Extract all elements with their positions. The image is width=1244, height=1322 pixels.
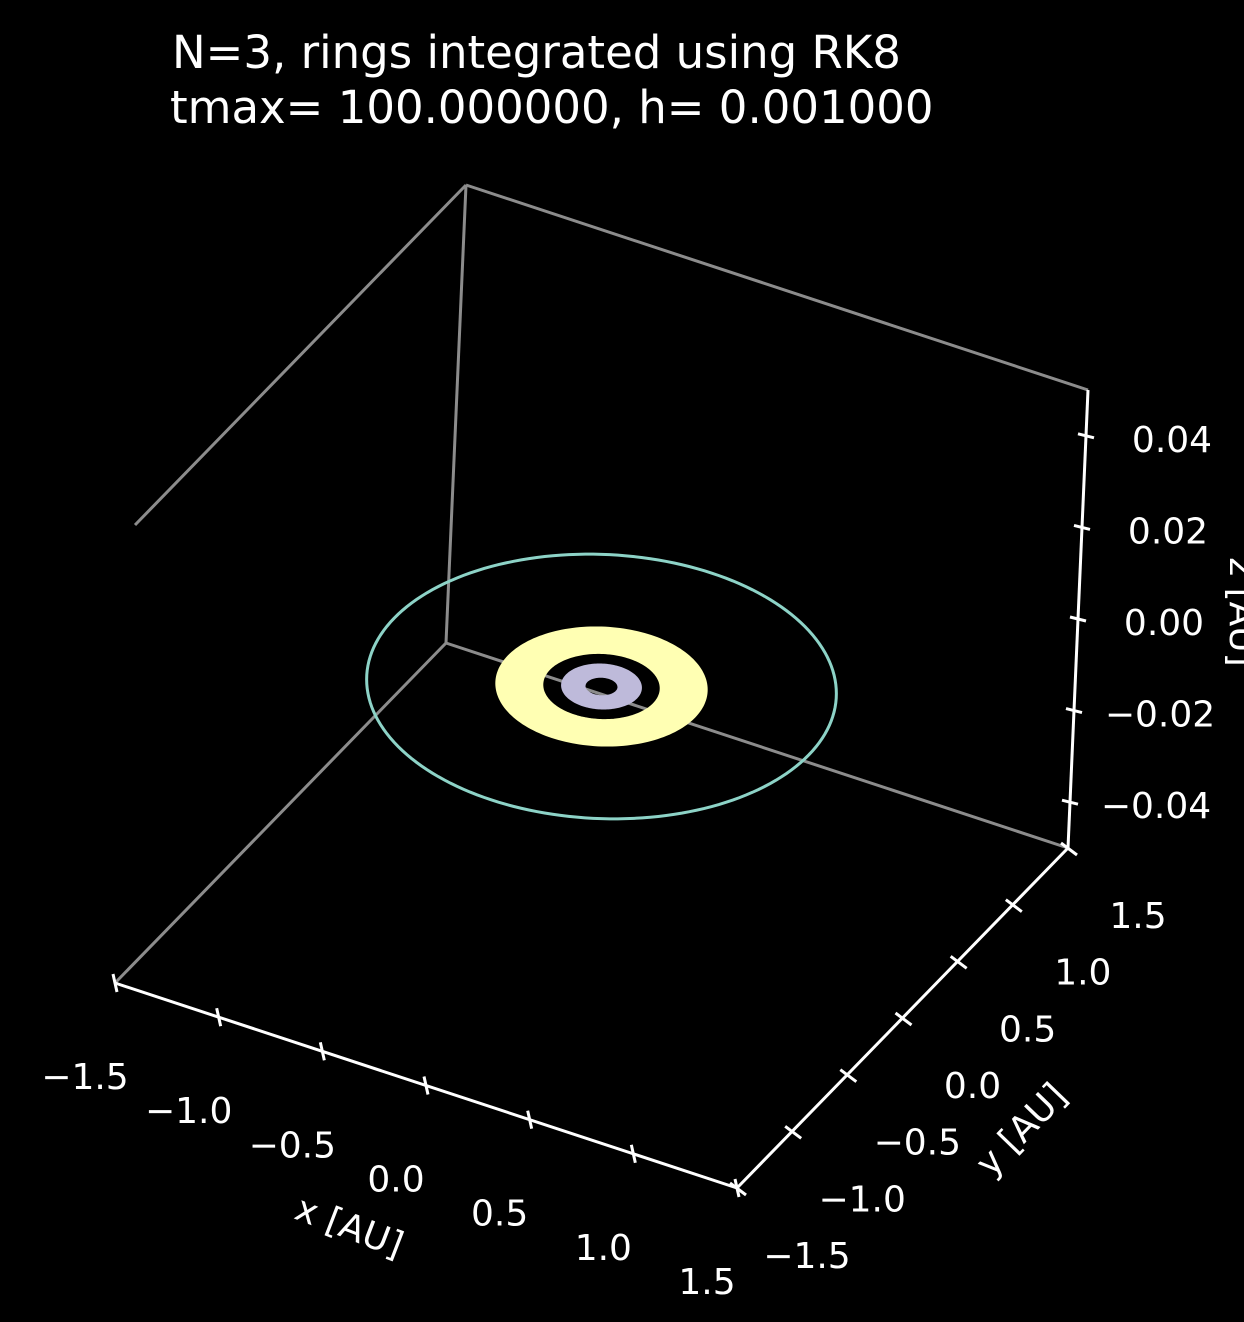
y-tick-label: −1.0 bbox=[818, 1179, 905, 1220]
x-tick-mark bbox=[215, 1007, 223, 1027]
z-tick-label: −0.04 bbox=[1101, 786, 1211, 827]
chart-title-line2: tmax= 100.000000, h= 0.001000 bbox=[170, 81, 934, 134]
y-tick-mark bbox=[784, 1125, 803, 1140]
y-tick-label: 0.5 bbox=[999, 1009, 1056, 1050]
x-tick-label: 1.0 bbox=[575, 1228, 632, 1269]
x-tick-mark bbox=[111, 973, 119, 993]
x-tick-label: 0.5 bbox=[471, 1194, 528, 1235]
chart-title-line1: N=3, rings integrated using RK8 bbox=[172, 26, 901, 79]
y-tick-mark bbox=[1060, 841, 1078, 857]
z-axis-label: z [AU] bbox=[1221, 557, 1244, 666]
x-tick-mark bbox=[422, 1076, 430, 1095]
pane-edge bbox=[113, 641, 448, 985]
orbit-ring-1 bbox=[365, 552, 838, 821]
particle-ring-2 bbox=[495, 626, 708, 747]
y-tick-label: 0.0 bbox=[944, 1066, 1001, 1107]
axis-panes bbox=[113, 183, 1089, 985]
x-tick-mark bbox=[318, 1042, 326, 1061]
z-tick-mark bbox=[1069, 615, 1087, 623]
pane-edge bbox=[133, 183, 468, 527]
z-tick-mark bbox=[1073, 523, 1091, 531]
z-tick-label: 0.04 bbox=[1132, 420, 1212, 461]
y-tick-mark bbox=[894, 1011, 913, 1027]
z-tick-mark bbox=[1077, 432, 1095, 440]
y-tick-label: −1.5 bbox=[763, 1236, 850, 1277]
y-tick-mark bbox=[839, 1068, 858, 1083]
x-tick-label: −0.5 bbox=[249, 1125, 336, 1166]
y-tick-mark bbox=[1004, 898, 1023, 913]
y-tick-mark bbox=[949, 955, 968, 970]
pane-edge bbox=[444, 184, 468, 644]
z-tick-label: −0.02 bbox=[1105, 695, 1215, 736]
pane-edge bbox=[465, 183, 1089, 392]
x-tick-label: 0.0 bbox=[367, 1160, 424, 1201]
y-tick-label: 1.5 bbox=[1109, 896, 1166, 937]
x-tick-mark bbox=[629, 1144, 637, 1164]
data-marks bbox=[365, 552, 838, 821]
z-tick-label: 0.00 bbox=[1124, 603, 1204, 644]
x-tick-label: −1.5 bbox=[41, 1057, 128, 1098]
axes: −1.5−1.0−0.50.00.51.01.5−1.5−1.0−0.50.00… bbox=[41, 389, 1215, 1303]
z-tick-label: 0.02 bbox=[1128, 511, 1208, 552]
y-tick-label: −0.5 bbox=[874, 1123, 961, 1164]
x-tick-mark bbox=[526, 1110, 534, 1129]
y-tick-mark bbox=[729, 1181, 747, 1197]
x-tick-label: 1.5 bbox=[678, 1262, 735, 1303]
x-tick-label: −1.0 bbox=[145, 1091, 232, 1132]
particle-ring-3 bbox=[561, 663, 642, 710]
pane-edge bbox=[445, 641, 1069, 850]
z-tick-mark bbox=[1065, 707, 1083, 715]
y-tick-label: 1.0 bbox=[1054, 953, 1111, 994]
z-tick-mark bbox=[1061, 798, 1079, 806]
